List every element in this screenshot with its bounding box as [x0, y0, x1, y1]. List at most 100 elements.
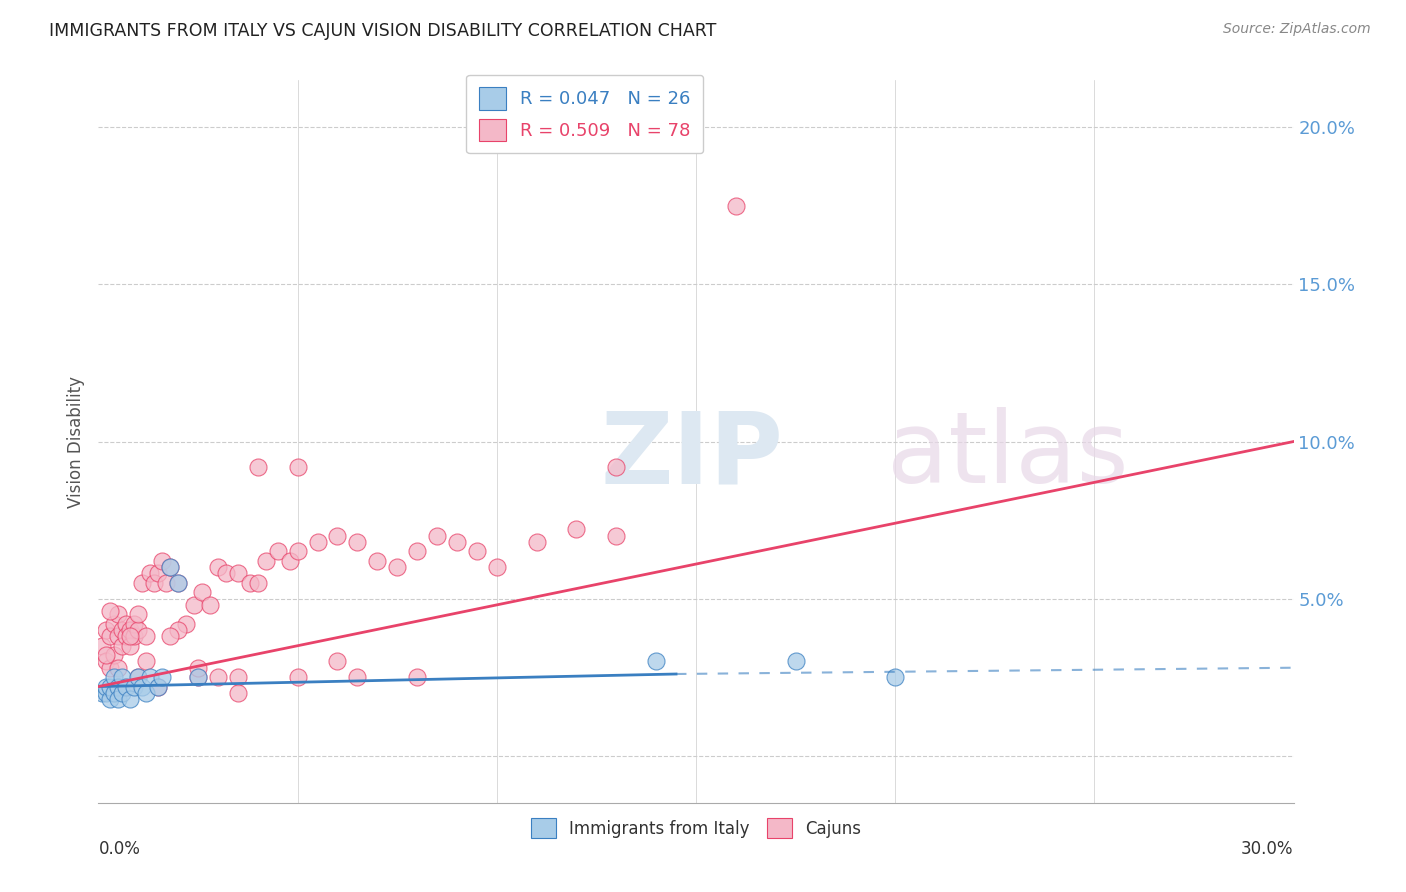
Point [98, 661, 122, 675]
Point [167, 575, 190, 590]
Point [111, 686, 134, 700]
Legend: Immigrants from Italy, Cajuns: Immigrants from Italy, Cajuns [524, 812, 868, 845]
Point [111, 639, 134, 653]
Point [111, 623, 134, 637]
Point [98, 629, 122, 643]
Text: Source: ZipAtlas.com: Source: ZipAtlas.com [1223, 22, 1371, 37]
Point [406, 670, 429, 684]
Point [91, 686, 114, 700]
Point [174, 616, 197, 631]
Point [120, 639, 142, 653]
Point [131, 680, 153, 694]
Text: 0.0%: 0.0% [98, 840, 141, 858]
Text: atlas: atlas [887, 408, 1129, 505]
Text: ZIP: ZIP [600, 408, 783, 505]
Point [103, 670, 125, 684]
Point [167, 623, 190, 637]
Point [785, 655, 807, 669]
Point [120, 629, 142, 643]
Point [884, 670, 907, 684]
Point [426, 529, 449, 543]
Point [278, 554, 301, 568]
Point [148, 680, 170, 694]
Point [485, 560, 508, 574]
Point [115, 629, 138, 643]
Point [127, 670, 149, 684]
Point [148, 680, 170, 694]
Point [120, 623, 142, 637]
Point [96, 655, 118, 669]
Point [98, 604, 122, 618]
Point [131, 575, 153, 590]
Point [246, 575, 269, 590]
Point [124, 629, 146, 643]
Point [207, 670, 229, 684]
Point [124, 616, 146, 631]
Point [127, 607, 149, 622]
Point [326, 655, 349, 669]
Point [107, 680, 129, 694]
Point [115, 616, 138, 631]
Point [148, 566, 170, 581]
Point [385, 560, 409, 574]
Point [465, 544, 488, 558]
Point [155, 575, 177, 590]
Point [287, 544, 309, 558]
Point [159, 629, 181, 643]
Text: IMMIGRANTS FROM ITALY VS CAJUN VISION DISABILITY CORRELATION CHART: IMMIGRANTS FROM ITALY VS CAJUN VISION DI… [49, 22, 717, 40]
Y-axis label: Vision Disability: Vision Disability [66, 376, 84, 508]
Point [246, 459, 269, 474]
Point [96, 680, 118, 694]
Point [366, 554, 388, 568]
Point [191, 585, 214, 599]
Point [96, 686, 118, 700]
Point [207, 560, 229, 574]
Point [91, 639, 114, 653]
Point [115, 680, 138, 694]
Point [150, 554, 173, 568]
Point [103, 648, 125, 662]
Point [326, 529, 349, 543]
Point [103, 686, 125, 700]
Point [346, 670, 368, 684]
Point [267, 544, 290, 558]
Point [107, 607, 129, 622]
Point [150, 670, 173, 684]
Point [96, 623, 118, 637]
Point [135, 686, 157, 700]
Point [107, 661, 129, 675]
Point [226, 686, 249, 700]
Point [103, 616, 125, 631]
Text: 30.0%: 30.0% [1241, 840, 1294, 858]
Point [406, 544, 429, 558]
Point [124, 680, 146, 694]
Point [565, 523, 588, 537]
Point [159, 560, 181, 574]
Point [183, 598, 205, 612]
Point [143, 575, 166, 590]
Point [187, 670, 209, 684]
Point [159, 560, 181, 574]
Point [96, 648, 118, 662]
Point [139, 670, 162, 684]
Point [139, 566, 162, 581]
Point [120, 692, 142, 706]
Point [645, 655, 668, 669]
Point [239, 575, 262, 590]
Point [198, 598, 221, 612]
Point [287, 459, 309, 474]
Point [254, 554, 277, 568]
Point [724, 199, 747, 213]
Point [98, 680, 122, 694]
Point [135, 655, 157, 669]
Point [115, 680, 138, 694]
Point [107, 629, 129, 643]
Point [127, 670, 149, 684]
Point [187, 670, 209, 684]
Point [446, 535, 468, 549]
Point [226, 566, 249, 581]
Point [127, 623, 149, 637]
Point [107, 692, 129, 706]
Point [167, 575, 190, 590]
Point [605, 459, 627, 474]
